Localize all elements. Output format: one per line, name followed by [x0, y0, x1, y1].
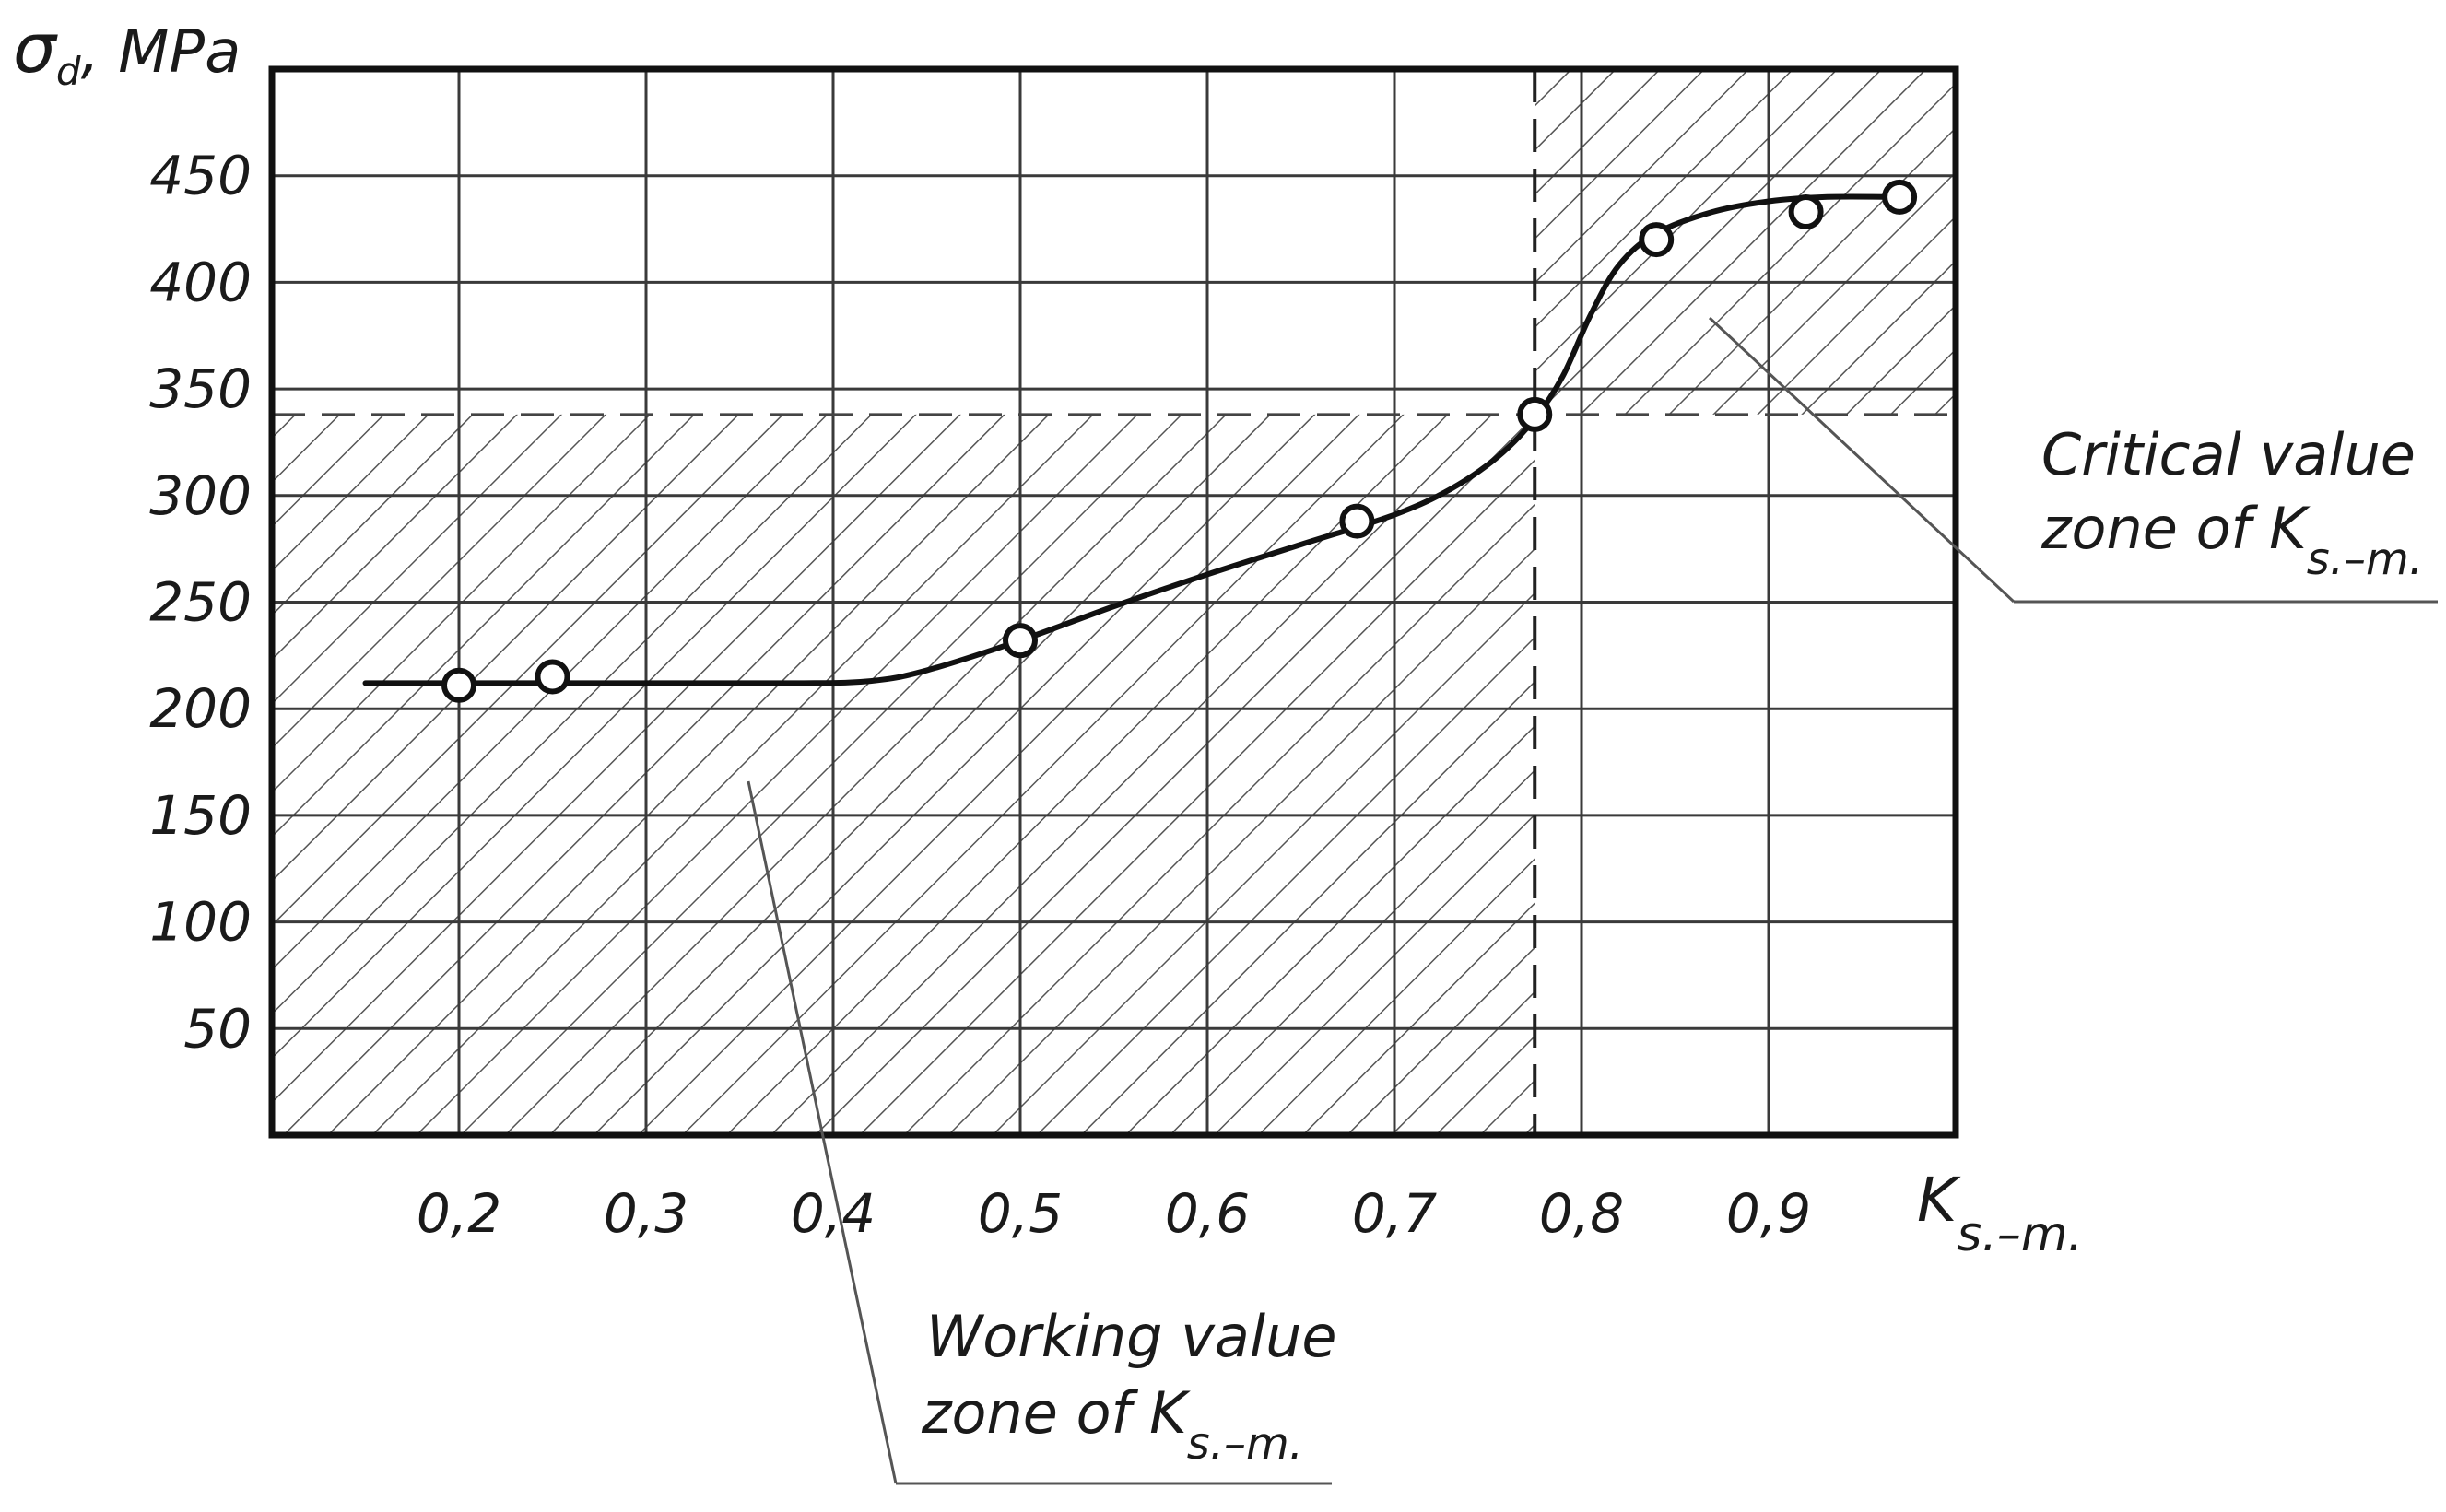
- data-points: [441, 179, 1918, 703]
- y-tick-label: 300: [149, 464, 252, 527]
- y-tick-label: 100: [149, 891, 252, 954]
- y-tick-label: 50: [183, 997, 252, 1060]
- critical-zone-annotation: Critical value zone of Ks.–m.: [1708, 316, 2438, 604]
- working-zone-leader: [747, 780, 898, 1484]
- x-tick-label: 0,6: [1165, 1182, 1250, 1245]
- y-axis-label: σd, MPa: [13, 9, 241, 94]
- working-zone-label-symbol: K: [1149, 1379, 1191, 1447]
- data-point: [1003, 623, 1038, 659]
- critical-zone-label-text: zone of: [2040, 495, 2269, 562]
- x-axis-label: Ks.–m.: [1917, 1165, 2083, 1262]
- data-point: [1882, 179, 1918, 215]
- working-zone-label-line2: zone of Ks.–m.: [921, 1379, 1303, 1470]
- data-point: [1639, 222, 1675, 258]
- x-axis-symbol: K: [1917, 1165, 1961, 1236]
- critical-zone-label-line2: zone of Ks.–m.: [2040, 495, 2423, 585]
- x-tick-label: 0,3: [604, 1182, 688, 1245]
- y-axis-symbol: σ: [13, 9, 58, 88]
- x-tick-labels: 0,2 0,3 0,4 0,5 0,6 0,7 0,8 0,9: [417, 1182, 1811, 1245]
- y-tick-label: 400: [149, 251, 252, 313]
- y-tick-label: 250: [149, 571, 252, 634]
- working-zone-label-line1: Working value: [926, 1303, 1337, 1370]
- grid-layer: [272, 69, 1956, 1135]
- x-tick-label: 0,7: [1352, 1182, 1437, 1245]
- critical-zone-label-line1: Critical value: [2041, 421, 2416, 488]
- y-axis-unit: , MPa: [81, 18, 241, 87]
- y-tick-label: 150: [149, 784, 252, 847]
- data-point: [1517, 396, 1553, 432]
- x-tick-label: 0,2: [417, 1182, 501, 1245]
- x-axis-subscript: s.–m.: [1957, 1207, 2083, 1262]
- plot-frame: [268, 65, 1959, 1139]
- working-zone-label-subscript: s.–m.: [1187, 1418, 1303, 1470]
- threshold-lines: [272, 69, 1956, 1135]
- working-zone-annotation: Working value zone of Ks.–m.: [747, 780, 1337, 1485]
- critical-zone-label-symbol: K: [2269, 495, 2311, 562]
- x-tick-label: 0,5: [978, 1182, 1063, 1245]
- critical-zone-label-subscript: s.–m.: [2307, 533, 2423, 585]
- working-zone-label-text: zone of: [921, 1379, 1149, 1447]
- x-tick-label: 0,4: [791, 1182, 876, 1245]
- data-point: [441, 667, 476, 703]
- x-tick-label: 0,9: [1726, 1182, 1811, 1245]
- data-point: [1339, 503, 1375, 539]
- y-tick-labels: 50 100 150 200 250 300 350 400 450: [149, 145, 252, 1061]
- y-tick-label: 200: [149, 677, 252, 740]
- y-axis-subscript: d: [56, 49, 81, 94]
- zone-critical: [1535, 69, 1956, 415]
- y-tick-label: 350: [149, 357, 252, 420]
- x-tick-label: 0,8: [1539, 1182, 1624, 1245]
- critical-zone-leader: [1708, 316, 2016, 604]
- data-point: [535, 659, 570, 695]
- data-point: [1788, 194, 1824, 230]
- y-tick-label: 450: [149, 145, 252, 207]
